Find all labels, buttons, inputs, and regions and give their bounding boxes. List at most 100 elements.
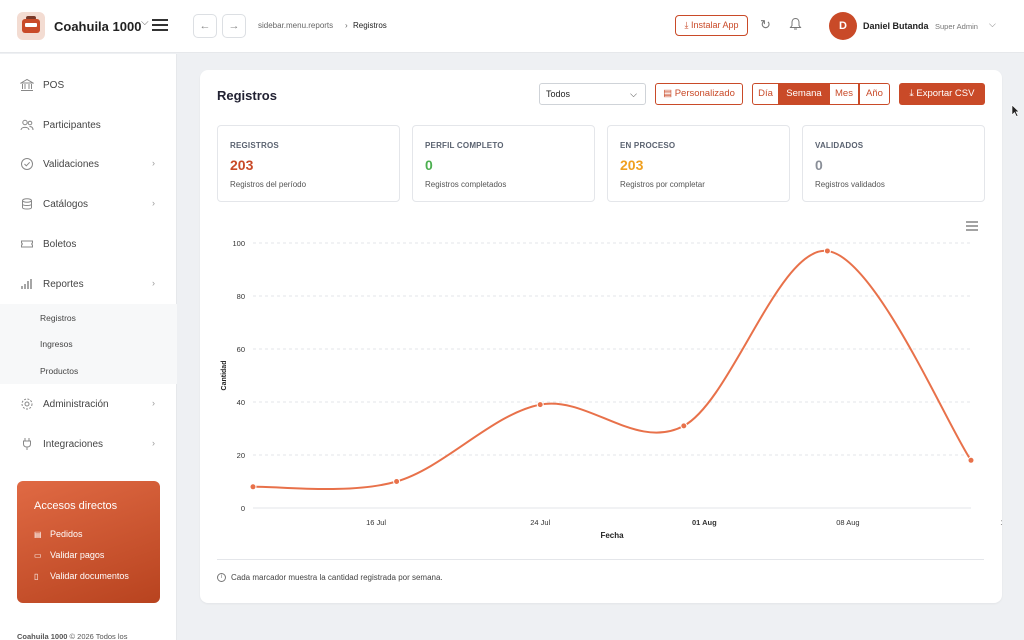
chevron-right-icon: › <box>152 198 155 208</box>
y-tick-label: 100 <box>232 239 245 248</box>
series-line <box>252 249 972 491</box>
sidebar-item-reportes[interactable]: Reportes › <box>0 270 177 300</box>
mouse-cursor-icon <box>1011 104 1020 120</box>
list-icon: ▤ <box>34 530 42 539</box>
bell-icon[interactable] <box>789 17 802 34</box>
filter-select[interactable]: Todos ⌵ <box>539 83 646 105</box>
custom-range-button[interactable]: ▤ Personalizado <box>655 83 743 105</box>
back-arrow-icon[interactable]: ← <box>193 14 217 38</box>
data-point <box>680 422 688 430</box>
breadcrumb-current: Registros <box>353 21 387 30</box>
chevron-down-icon[interactable]: ⌵ <box>989 19 996 29</box>
shortcut-label: Validar pagos <box>50 550 105 560</box>
sidebar-item-label: Participantes <box>43 120 101 131</box>
export-csv-label: Exportar CSV <box>916 88 975 99</box>
sidebar-item-label: Integraciones <box>43 439 104 450</box>
menu-icon[interactable] <box>152 19 168 31</box>
download-icon: ⤓ <box>684 20 689 30</box>
stat-subtitle: Registros completados <box>425 180 507 189</box>
chevron-right-icon: › <box>152 438 155 448</box>
stat-value: 203 <box>230 157 254 173</box>
y-tick-label: 20 <box>237 451 245 460</box>
shortcut-label: Pedidos <box>50 529 83 539</box>
x-tick-label: 24 Jul <box>530 518 550 527</box>
chart-menu-icon[interactable] <box>966 221 978 231</box>
stat-subtitle: Registros por completar <box>620 180 705 189</box>
sidebar-item-label: Reportes <box>43 279 84 290</box>
sidebar-item-boletos[interactable]: Boletos <box>0 230 177 260</box>
sidebar-item-label: Administración <box>43 399 109 410</box>
x-tick-label: 01 Aug <box>692 518 717 527</box>
y-tick-label: 40 <box>237 398 245 407</box>
period-day-button[interactable]: Día <box>752 83 779 105</box>
install-app-button[interactable]: ⤓ Instalar App <box>675 15 748 36</box>
sidebar-item-label: Validaciones <box>43 159 99 170</box>
stat-subtitle: Registros validados <box>815 180 885 189</box>
stat-value: 203 <box>620 157 644 173</box>
y-axis-label: Cantidad <box>221 361 228 391</box>
shortcut-pedidos[interactable]: ▤ Pedidos <box>34 529 83 539</box>
data-point <box>967 456 975 464</box>
registros-card: Registros Todos ⌵ ▤ Personalizado Día Se… <box>200 70 1002 603</box>
sidebar-subitem-ingresos[interactable]: Ingresos <box>40 339 73 349</box>
sidebar-item-validaciones[interactable]: Validaciones › <box>0 150 177 180</box>
chevron-down-icon[interactable]: ⌵ <box>141 17 149 28</box>
bar-chart-icon <box>20 277 34 291</box>
custom-range-label: Personalizado <box>674 88 735 99</box>
ticket-icon <box>20 237 34 251</box>
stat-value: 0 <box>425 157 433 173</box>
sidebar-item-catalogos[interactable]: Catálogos › <box>0 190 177 220</box>
stat-card-validados: VALIDADOS 0 Registros validados <box>802 125 985 202</box>
registros-line-chart: 0 20 40 60 80 100 16 Jul 24 Jul 01 Aug 08 Aug 16 A… <box>221 221 1002 540</box>
sidebar-item-participantes[interactable]: Participantes <box>0 111 177 141</box>
refresh-icon[interactable]: ↻ <box>760 17 771 32</box>
export-csv-button[interactable]: ⤓ Exportar CSV <box>899 83 985 105</box>
document-icon: ▯ <box>34 572 39 581</box>
avatar[interactable]: D <box>829 12 857 40</box>
install-app-label: Instalar App <box>690 20 739 30</box>
x-axis-label: Fecha <box>600 531 624 540</box>
shortcuts-title: Accesos directos <box>34 500 118 512</box>
sidebar-item-administracion[interactable]: Administración › <box>0 390 177 420</box>
footer-text: Coahuila 1000 © 2026 Todos los <box>17 632 127 640</box>
data-point <box>393 478 401 485</box>
footer-copyright: © 2026 Todos los <box>69 632 128 640</box>
data-point <box>536 401 544 409</box>
shortcut-validar-documentos[interactable]: ▯ Validar documentos <box>34 571 129 581</box>
sidebar-subitem-registros[interactable]: Registros <box>40 313 76 323</box>
forward-arrow-icon[interactable]: → <box>222 14 246 38</box>
stat-card-registros: REGISTROS 203 Registros del período <box>217 125 400 202</box>
wallet-icon: ▭ <box>34 551 42 560</box>
sidebar-item-pos[interactable]: POS <box>0 71 177 101</box>
download-icon: ⤓ <box>909 88 914 99</box>
sidebar-item-label: Boletos <box>43 239 77 250</box>
users-icon <box>20 118 34 132</box>
filter-select-value: Todos <box>546 89 571 99</box>
period-week-button[interactable]: Semana <box>779 83 829 105</box>
breadcrumb-item[interactable]: sidebar.menu.reports <box>258 21 334 30</box>
user-name[interactable]: Daniel Butanda <box>863 21 929 31</box>
app-title[interactable]: Coahuila 1000 <box>54 19 142 34</box>
stat-card-perfil-completo: PERFIL COMPLETO 0 Registros completados <box>412 125 595 202</box>
stat-card-en-proceso: EN PROCESO 203 Registros por completar <box>607 125 790 202</box>
reportes-submenu: Registros Ingresos Productos <box>0 304 177 384</box>
stat-label: EN PROCESO <box>620 141 676 150</box>
stat-label: PERFIL COMPLETO <box>425 141 504 150</box>
app-logo <box>17 12 45 40</box>
breadcrumb-separator: › <box>345 21 348 30</box>
period-year-button[interactable]: Año <box>859 83 890 105</box>
y-tick-label: 60 <box>237 345 245 354</box>
sidebar-subitem-productos[interactable]: Productos <box>40 366 79 376</box>
stat-subtitle: Registros del período <box>230 180 307 189</box>
period-month-button[interactable]: Mes <box>829 83 859 105</box>
shortcut-validar-pagos[interactable]: ▭ Validar pagos <box>34 550 104 560</box>
shortcut-label: Validar documentos <box>50 571 129 581</box>
chevron-right-icon: › <box>152 278 155 288</box>
chevron-down-icon: ⌵ <box>630 89 637 99</box>
sidebar-item-integraciones[interactable]: Integraciones › <box>0 430 177 460</box>
divider <box>217 559 984 560</box>
x-tick-label: 16 Aug <box>1000 518 1002 527</box>
sidebar: POS Participantes Validaciones › Catálog… <box>0 54 177 640</box>
shortcuts-panel: Accesos directos ▤ Pedidos ▭ Validar pagos… <box>17 481 160 603</box>
data-point <box>249 483 257 491</box>
